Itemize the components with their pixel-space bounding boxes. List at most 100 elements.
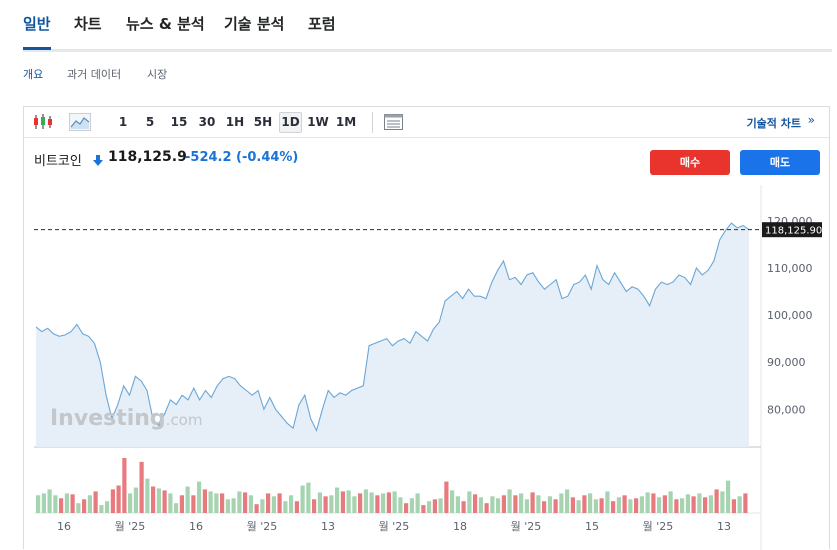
volume-bar [156,488,161,513]
volume-bar [254,504,259,513]
subtab-historical-data[interactable]: 과거 데이터 [67,68,122,81]
volume-bar [398,497,403,513]
volume-bar [185,486,190,513]
x-tick-label: 16 [57,520,71,533]
timeframe-5h-button[interactable]: 5H [253,115,273,129]
volume-bar [593,499,598,514]
volume-bar [570,497,575,513]
area-chart-icon[interactable] [69,113,91,131]
timeframe-1min-button[interactable]: 1 [118,115,128,129]
volume-bar [455,496,460,513]
volume-bar [64,493,69,513]
volume-bar [133,487,138,513]
volume-bar [674,499,679,514]
volume-bar [467,491,472,513]
volume-bar [530,492,535,513]
volume-bar [668,491,673,513]
x-tick-label: 월 '25 [247,520,278,533]
tab-general[interactable]: 일반 [23,15,51,33]
tab-news-analysis[interactable]: 뉴스 & 분석 [126,15,205,33]
volume-bar [432,499,437,514]
volume-bar [415,493,420,513]
subtab-markets[interactable]: 시장 [147,68,168,81]
table-icon[interactable] [383,113,405,131]
price-change-percent: (-0.44%) [236,150,299,165]
arrow-down-icon [93,152,103,166]
technical-chart-link[interactable]: 기술적 차트 [746,117,801,130]
volume-bar [340,491,345,513]
volume-bar [162,490,167,513]
volume-bar [59,498,64,513]
volume-bar [565,489,570,513]
buy-button[interactable]: 매도 [740,150,820,175]
chart-widget: 1 5 15 30 1H 5H 1D 1W 1M 기술적 차트 » 비트코인 [23,106,830,550]
volume-bar [409,498,414,513]
double-chevron-right-icon[interactable]: » [807,113,815,127]
timeframe-1w-button[interactable]: 1W [307,115,329,129]
volume-bar [47,489,52,513]
volume-bar [714,489,719,513]
volume-bar [743,493,748,513]
tab-technical-analysis[interactable]: 기술 분석 [224,15,285,33]
subtab-overview[interactable]: 개요 [23,68,44,81]
toolbar-divider [372,112,373,133]
volume-bar [202,489,207,513]
volume-bar [737,496,742,513]
volume-bar [616,497,621,513]
volume-bar [703,497,708,513]
tab-chart[interactable]: 차트 [74,15,102,33]
investing-logo: Investing.com [50,406,202,431]
timeframe-1h-button[interactable]: 1H [225,115,245,129]
volume-bar [507,489,512,513]
timeframe-15min-button[interactable]: 15 [170,115,188,129]
timeframe-1d-button[interactable]: 1D [279,112,302,133]
tab-forum[interactable]: 포럼 [308,15,336,33]
x-tick-label: 15 [585,520,599,533]
volume-bar [237,491,242,513]
volume-bar [691,496,696,513]
volume-bar [191,495,196,513]
volume-bar [611,501,616,513]
volume-bar [300,485,305,513]
sell-button[interactable]: 매수 [650,150,730,175]
volume-bar [582,495,587,513]
volume-bar [363,489,368,513]
volume-bar [231,498,236,513]
volume-bar [421,505,426,513]
x-tick-label: 13 [717,520,731,533]
volume-bar [346,490,351,513]
x-axis-ticks: 16 월 '25 16 월 '25 13 월 '25 18 월 '25 15 월 '25 13 [57,520,731,533]
volume-bar [657,497,662,513]
x-tick-label: 16 [189,520,203,533]
volume-bar [501,495,506,513]
volume-bar [76,503,81,513]
volume-bar [110,489,115,513]
volume-bar [358,493,363,513]
volume-bar [461,501,466,513]
timeframe-5min-button[interactable]: 5 [145,115,155,129]
volume-bar [553,499,558,514]
volume-bar [294,501,299,513]
last-price: 118,125.9 [108,149,187,165]
volume-bar [685,494,690,513]
volume-bar [128,493,133,513]
y-tick-label: 100,000 [767,309,813,322]
volume-bar [662,495,667,513]
volume-bar [168,493,173,513]
x-tick-label: 월 '25 [511,520,542,533]
volume-bar [392,491,397,513]
volume-bar [70,494,75,513]
volume-bar [352,496,357,513]
tabs-divider [23,49,832,52]
volume-bar [220,493,225,513]
volume-bar [116,485,121,513]
volume-bar [105,501,110,513]
active-tab-indicator [23,47,51,50]
candlestick-icon[interactable] [32,113,54,131]
volume-bar [174,503,179,513]
timeframe-1m-button[interactable]: 1M [335,115,357,129]
x-tick-label: 월 '25 [379,520,410,533]
volume-bar [248,495,253,513]
timeframe-30min-button[interactable]: 30 [198,115,216,129]
